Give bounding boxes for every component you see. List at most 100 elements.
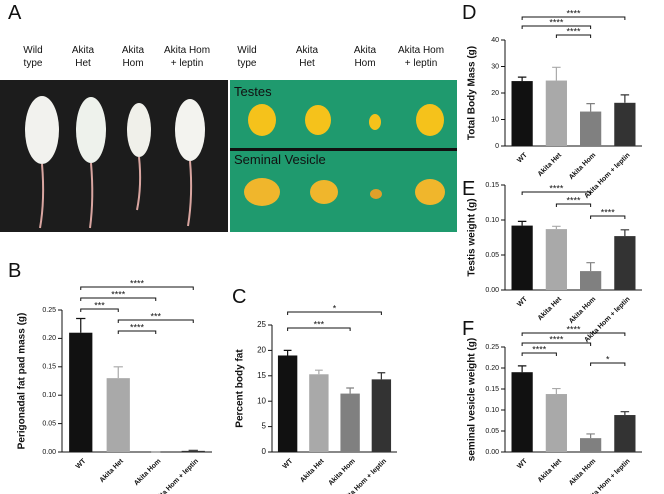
bar	[340, 393, 360, 452]
organ-photo	[230, 80, 457, 232]
bar	[614, 236, 636, 290]
significance-bracket	[590, 362, 626, 366]
sample-label: Akita Hom	[353, 45, 377, 69]
error-bar	[620, 411, 630, 416]
bar	[371, 379, 392, 452]
y-tick-label: 40	[491, 37, 499, 44]
y-tick-label: 0.10	[485, 407, 499, 414]
significance-bracket	[521, 16, 626, 20]
error-bar	[517, 76, 527, 82]
y-axis-label: Total Body Mass (g)	[467, 46, 478, 140]
bar	[511, 225, 533, 290]
bar	[511, 81, 533, 146]
error-bar	[586, 262, 595, 272]
y-tick-label: 0.15	[485, 386, 499, 393]
significance-bracket	[521, 191, 592, 195]
y-tick-label: 0.10	[485, 217, 499, 224]
panel-letter: C	[232, 286, 247, 308]
y-axis-label: seminal vesicle weight (g)	[467, 338, 478, 461]
y-axis-label: Perigonadal fat pad mass (g)	[17, 313, 28, 450]
y-tick-label: 0.00	[42, 449, 56, 456]
mouse-photo	[0, 80, 228, 232]
y-tick-label: 0.05	[485, 428, 499, 435]
bar	[580, 111, 602, 146]
x-tick-label: Akita Hom	[568, 296, 597, 325]
significance-label: ****	[566, 26, 581, 36]
y-tick-label: 25	[257, 320, 266, 329]
y-tick-label: 5	[262, 422, 267, 431]
bar	[69, 332, 93, 452]
error-bar	[377, 372, 386, 380]
significance-bracket	[80, 308, 119, 312]
bar	[277, 355, 298, 452]
y-tick-label: 0.20	[485, 365, 499, 372]
significance-label: *	[333, 303, 337, 313]
panel-letter: B	[8, 260, 22, 282]
x-tick-label: Akita Hom	[568, 152, 597, 181]
significance-bracket	[287, 327, 351, 331]
sample-label: Akita Hom	[121, 45, 145, 69]
y-tick-label: 20	[257, 346, 266, 355]
error-bar	[346, 387, 354, 394]
y-tick-label: 0.15	[485, 182, 499, 189]
photo-label: Seminal Vesicle	[234, 152, 326, 167]
significance-label: ***	[314, 319, 325, 329]
x-tick-label: Akita Hom	[568, 458, 597, 487]
x-tick-label: Akita Het	[299, 457, 326, 484]
y-tick-label: 0.05	[42, 420, 56, 427]
bar	[511, 372, 533, 452]
significance-label: ****	[549, 334, 564, 344]
significance-label: ****	[566, 195, 581, 205]
sample-label: Wild type	[23, 45, 43, 69]
y-tick-label: 0.00	[485, 449, 499, 456]
x-tick-label: WT	[516, 457, 529, 470]
error-bar	[620, 94, 630, 103]
y-tick-label: 30	[491, 63, 499, 70]
sample-label: Wild type	[237, 45, 257, 69]
significance-bracket	[555, 34, 592, 38]
significance-label: ****	[130, 278, 145, 288]
panel-letter: D	[462, 2, 477, 24]
sample-label: Akita Hom + leptin	[163, 45, 211, 69]
x-tick-label: WT	[516, 151, 529, 164]
y-tick-label: 0	[262, 447, 267, 456]
x-tick-label: Akita Het	[537, 295, 564, 322]
y-axis-label: Percent body fat	[235, 349, 246, 428]
error-bar	[620, 229, 630, 237]
photo-label: Testes	[234, 84, 272, 99]
y-tick-label: 0.00	[485, 287, 499, 294]
error-bar	[552, 66, 561, 81]
bar	[545, 394, 567, 452]
sample-label: Akita Het	[71, 45, 95, 69]
sample-label: Akita Het	[295, 45, 319, 69]
significance-bracket	[80, 297, 157, 301]
x-tick-label: Akita Het	[537, 151, 564, 178]
panel-letter: F	[462, 318, 475, 340]
significance-label: ****	[566, 324, 581, 334]
panel-letter: E	[462, 178, 476, 200]
significance-bracket	[80, 286, 194, 290]
bar	[614, 415, 636, 452]
significance-bracket	[117, 330, 157, 334]
significance-label: ***	[94, 300, 105, 310]
y-tick-label: 0.05	[485, 252, 499, 259]
y-tick-label: 0	[495, 143, 499, 150]
y-tick-label: 20	[491, 90, 499, 97]
y-tick-label: 15	[257, 371, 266, 380]
significance-label: ****	[111, 289, 126, 299]
y-tick-label: 0.10	[42, 392, 56, 399]
significance-label: ****	[532, 344, 547, 354]
error-bar	[552, 387, 561, 395]
error-bar	[188, 449, 198, 451]
error-bar	[586, 433, 595, 439]
y-axis-label: Testis weight (g)	[467, 198, 478, 276]
error-bar	[517, 365, 527, 373]
y-tick-label: 10	[257, 396, 266, 405]
error-bar	[113, 366, 123, 379]
significance-bracket	[521, 25, 592, 29]
bar	[181, 450, 205, 452]
significance-label: ****	[549, 183, 564, 193]
significance-bracket	[287, 311, 382, 315]
significance-bracket	[521, 352, 557, 356]
